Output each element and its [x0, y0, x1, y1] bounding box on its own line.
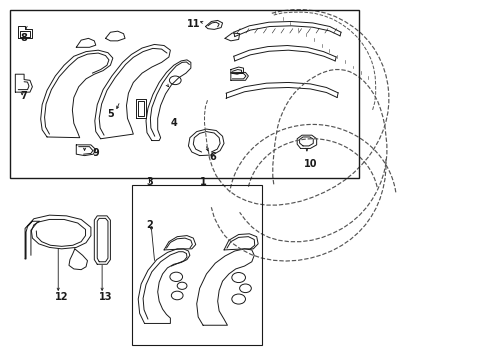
- Text: 12: 12: [55, 292, 68, 302]
- Text: 6: 6: [209, 152, 216, 162]
- Text: 1: 1: [199, 177, 206, 187]
- Text: 11: 11: [186, 19, 200, 29]
- Bar: [10, 10, 358, 178]
- Text: 4: 4: [170, 118, 177, 128]
- Text: 9: 9: [92, 148, 99, 158]
- Text: 5: 5: [107, 109, 114, 119]
- Text: 3: 3: [146, 177, 152, 187]
- Text: 8: 8: [20, 33, 27, 43]
- Text: 10: 10: [303, 159, 316, 169]
- Bar: [132, 185, 261, 345]
- Text: 2: 2: [146, 220, 152, 230]
- Text: 7: 7: [20, 91, 27, 101]
- Text: 13: 13: [99, 292, 112, 302]
